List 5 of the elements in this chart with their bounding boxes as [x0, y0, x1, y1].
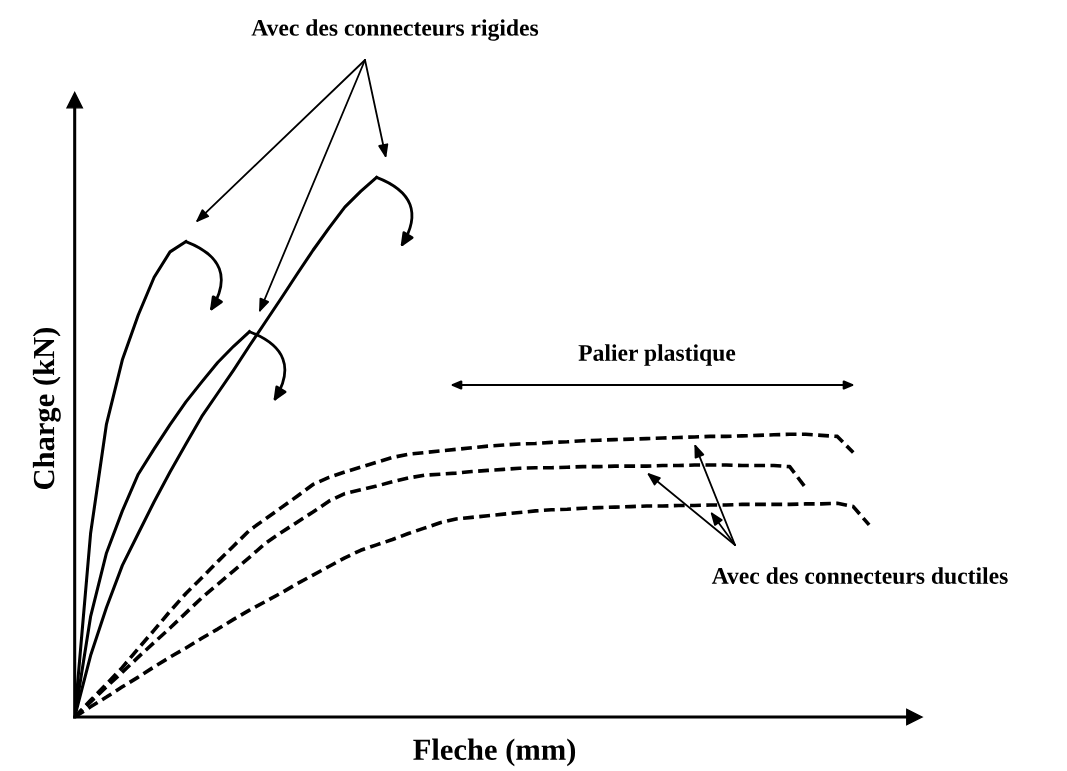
annotation: Avec des connecteurs ductiles — [711, 567, 1008, 584]
x-axis-title: Fleche (mm) — [413, 738, 576, 767]
text: Avec des connecteurs rigides — [251, 19, 539, 41]
y-axis-title: Charge (kN) — [32, 328, 61, 490]
annotation: Palier plastique — [578, 344, 736, 366]
